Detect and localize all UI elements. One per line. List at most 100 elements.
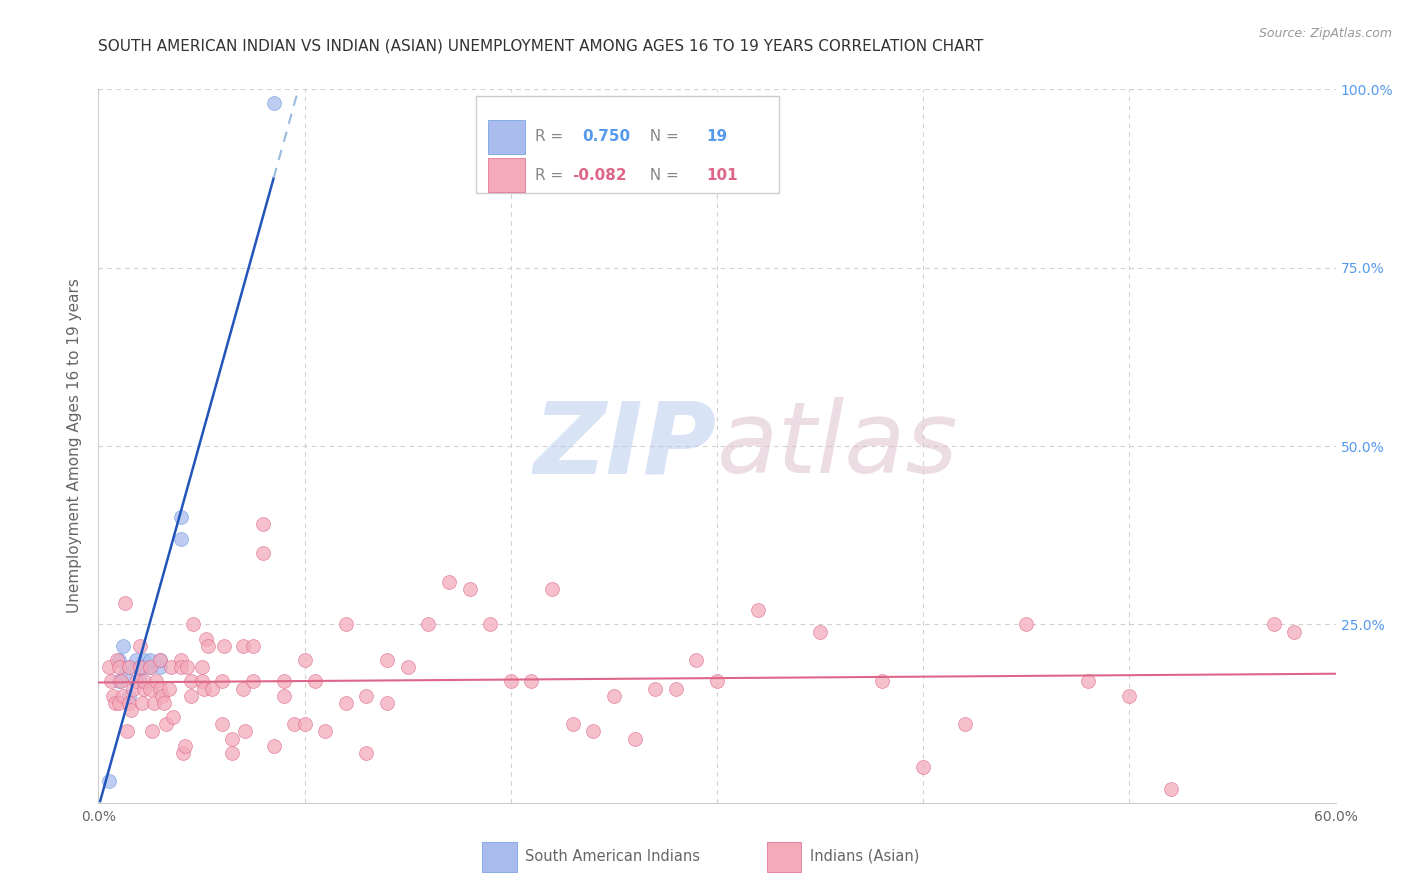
Point [143,696,166,710]
Point [520,674,543,689]
Point [747,603,769,617]
Point [221,746,243,760]
Point [181,617,204,632]
Point [128,674,150,689]
Point [314,724,336,739]
Point [356,746,378,760]
Point [118,696,141,710]
Text: Source: ZipAtlas.com: Source: ZipAtlas.com [1258,27,1392,40]
Point [190,660,212,674]
Point [242,639,264,653]
Point [149,653,172,667]
Point [644,681,666,696]
FancyBboxPatch shape [488,120,526,154]
FancyBboxPatch shape [488,158,526,193]
Point [176,660,198,674]
Point [212,639,235,653]
Point [283,717,305,731]
Point [170,510,193,524]
Point [603,689,626,703]
Point [1160,781,1182,796]
Point [118,660,141,674]
Point [221,731,243,746]
Point [128,639,150,653]
Point [233,724,256,739]
Point [97,660,120,674]
Point [100,674,122,689]
Point [149,681,172,696]
Point [870,674,893,689]
Point [170,532,193,546]
Point [122,681,145,696]
Point [263,739,285,753]
Point [124,674,146,689]
Point [159,660,181,674]
Text: 19: 19 [706,129,727,145]
Point [132,653,155,667]
Point [561,717,583,731]
Point [157,681,180,696]
Point [149,660,172,674]
Point [232,639,254,653]
Text: SOUTH AMERICAN INDIAN VS INDIAN (ASIAN) UNEMPLOYMENT AMONG AGES 16 TO 19 YEARS C: SOUTH AMERICAN INDIAN VS INDIAN (ASIAN) … [98,38,984,54]
Point [108,653,131,667]
Point [912,760,935,774]
Text: South American Indians: South American Indians [526,849,700,863]
Point [499,674,522,689]
Point [139,653,162,667]
Point [180,674,202,689]
Point [194,632,217,646]
Point [110,674,132,689]
Point [211,717,233,731]
Text: Indians (Asian): Indians (Asian) [810,849,920,863]
Point [232,681,254,696]
Point [108,674,131,689]
Point [139,660,162,674]
Point [149,653,172,667]
Text: N =: N = [640,129,683,145]
Point [132,660,155,674]
Point [273,674,295,689]
Point [356,689,378,703]
Text: R =: R = [536,168,568,183]
Point [706,674,728,689]
Point [120,703,142,717]
Point [193,681,215,696]
Point [128,660,150,674]
Point [145,674,167,689]
Point [273,689,295,703]
Point [132,681,155,696]
Point [1077,674,1099,689]
Point [124,653,146,667]
Point [294,717,316,731]
Point [190,674,212,689]
Point [304,674,326,689]
Point [174,739,197,753]
Point [180,689,202,703]
Point [335,617,357,632]
Point [335,696,357,710]
Point [117,724,139,739]
Point [104,696,127,710]
Point [155,717,177,731]
Point [131,696,153,710]
Point [97,774,120,789]
Point [242,674,264,689]
Point [541,582,564,596]
Point [141,724,163,739]
FancyBboxPatch shape [475,96,779,193]
Point [153,696,176,710]
Point [105,653,128,667]
Point [1263,617,1285,632]
Text: atlas: atlas [717,398,959,494]
Point [953,717,976,731]
Point [170,653,193,667]
Point [418,617,440,632]
Point [1118,689,1140,703]
Point [396,660,419,674]
Point [685,653,707,667]
Point [170,660,193,674]
Point [139,660,162,674]
Point [263,96,285,111]
Point [162,710,184,724]
